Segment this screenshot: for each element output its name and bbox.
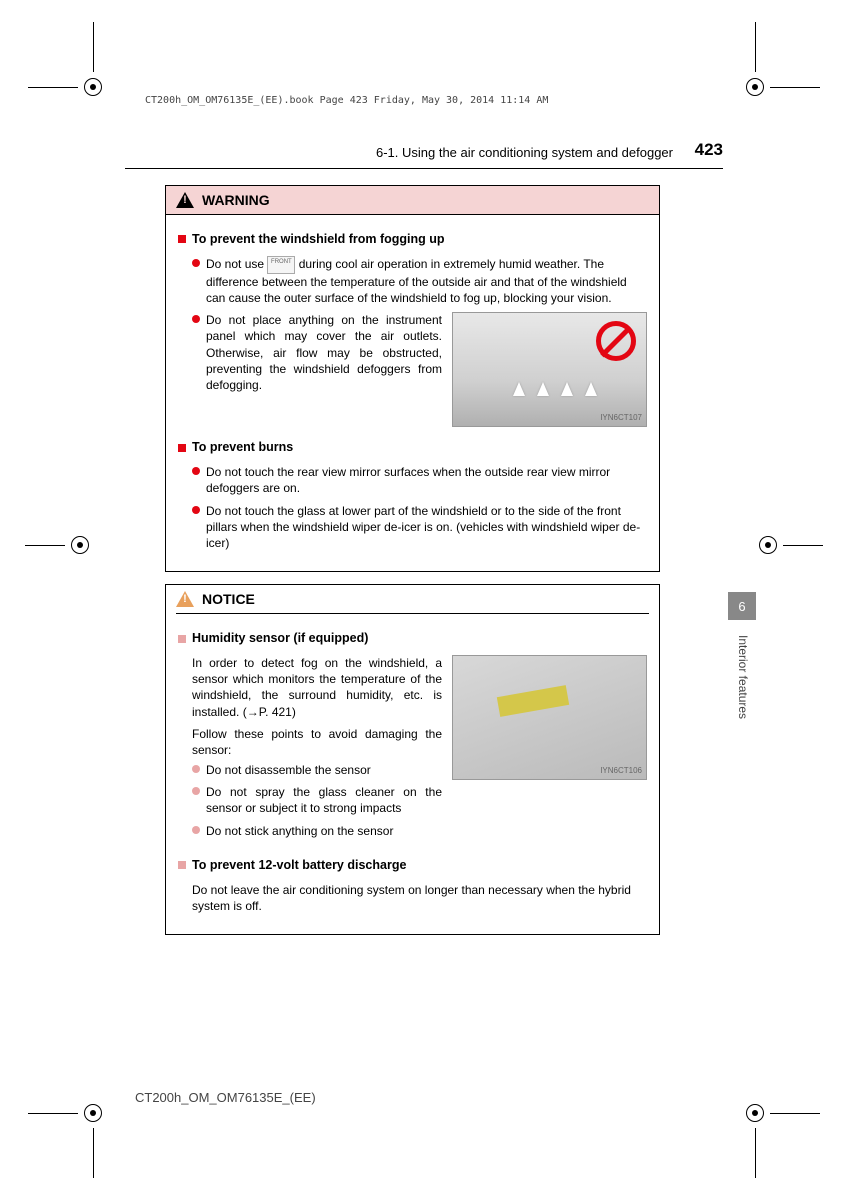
heading-text: To prevent burns	[192, 439, 293, 456]
warning-title: WARNING	[202, 192, 270, 208]
warning-box: WARNING To prevent the windshield from f…	[165, 185, 660, 572]
airflow-arrows	[513, 382, 597, 396]
content-area: WARNING To prevent the windshield from f…	[165, 185, 660, 935]
warning-body: To prevent the windshield from fogging u…	[166, 215, 659, 571]
warning-section-1-heading: To prevent the windshield from fogging u…	[178, 231, 647, 248]
bullet-item: Do not disassemble the sensor	[192, 762, 442, 778]
bullet-text: Do not disassemble the sensor	[206, 762, 442, 778]
red-dot-icon	[192, 315, 200, 323]
page-metadata: CT200h_OM_OM76135E_(EE).book Page 423 Fr…	[145, 95, 548, 106]
image-label: IYN6CT107	[600, 413, 642, 424]
front-defrost-icon: FRONT	[267, 256, 295, 274]
bullet-text: Do not use FRONT during cool air operati…	[206, 256, 647, 306]
dashboard-illustration: IYN6CT107	[452, 312, 647, 427]
red-square-icon	[178, 444, 186, 452]
image-label: IYN6CT106	[600, 766, 642, 777]
notice-body: Humidity sensor (if equipped) In order t…	[166, 614, 659, 934]
paragraph: Follow these points to avoid damaging th…	[192, 726, 442, 758]
bullet-text: Do not place anything on the instrument …	[206, 312, 442, 393]
bullet-text: Do not spray the glass cleaner on the se…	[206, 784, 442, 816]
bullet-item: Do not use FRONT during cool air operati…	[192, 256, 647, 306]
red-dot-icon	[192, 467, 200, 475]
crop-mark-ml	[65, 530, 95, 560]
pink-square-icon	[178, 861, 186, 869]
header-rule	[125, 168, 723, 169]
bullet-text: Do not touch the glass at lower part of …	[206, 503, 647, 552]
notice-section-2-heading: To prevent 12-volt battery discharge	[178, 857, 647, 874]
paragraph: In order to detect fog on the windshield…	[192, 655, 442, 720]
bullet-text: Do not stick anything on the sensor	[206, 823, 442, 839]
notice-header: NOTICE	[166, 585, 659, 613]
red-dot-icon	[192, 259, 200, 267]
heading-text: Humidity sensor (if equipped)	[192, 630, 368, 647]
bullet-item: Do not touch the glass at lower part of …	[192, 503, 647, 552]
heading-text: To prevent 12-volt battery discharge	[192, 857, 406, 874]
warning-icon	[176, 192, 194, 208]
red-dot-icon	[192, 506, 200, 514]
crop-mark-bl	[78, 1098, 108, 1128]
chapter-tab: 6	[728, 592, 756, 620]
pink-dot-icon	[192, 765, 200, 773]
red-square-icon	[178, 235, 186, 243]
bullet-item: Do not stick anything on the sensor	[192, 823, 442, 839]
warning-header: WARNING	[166, 186, 659, 215]
notice-title: NOTICE	[202, 591, 255, 607]
paragraph: Do not leave the air conditioning system…	[192, 882, 647, 914]
notice-box: NOTICE Humidity sensor (if equipped) In …	[165, 584, 660, 935]
crop-mark-tl	[78, 72, 108, 102]
heading-text: To prevent the windshield from fogging u…	[192, 231, 445, 248]
notice-text-column: In order to detect fog on the windshield…	[192, 655, 442, 845]
section-title: 6-1. Using the air conditioning system a…	[125, 145, 723, 160]
footer-code: CT200h_OM_OM76135E_(EE)	[135, 1090, 316, 1105]
warning-section-2-heading: To prevent burns	[178, 439, 647, 456]
bullet-text: Do not touch the rear view mirror surfac…	[206, 464, 647, 496]
notice-section-1-heading: Humidity sensor (if equipped)	[178, 630, 647, 647]
sensor-illustration: IYN6CT106	[452, 655, 647, 780]
chapter-label: Interior features	[736, 635, 750, 719]
pink-dot-icon	[192, 787, 200, 795]
page-header: 6-1. Using the air conditioning system a…	[125, 145, 723, 169]
notice-icon	[176, 591, 194, 607]
sensor-highlight	[497, 685, 569, 717]
crop-mark-mr	[753, 530, 783, 560]
pink-square-icon	[178, 635, 186, 643]
page-number: 423	[695, 140, 723, 160]
prohibition-icon	[596, 321, 636, 361]
bullet-item: Do not touch the rear view mirror surfac…	[192, 464, 647, 496]
crop-mark-br	[740, 1098, 770, 1128]
pink-dot-icon	[192, 826, 200, 834]
bullet-item: Do not spray the glass cleaner on the se…	[192, 784, 442, 816]
text-fragment: Do not use	[206, 257, 267, 271]
crop-mark-tr	[740, 72, 770, 102]
